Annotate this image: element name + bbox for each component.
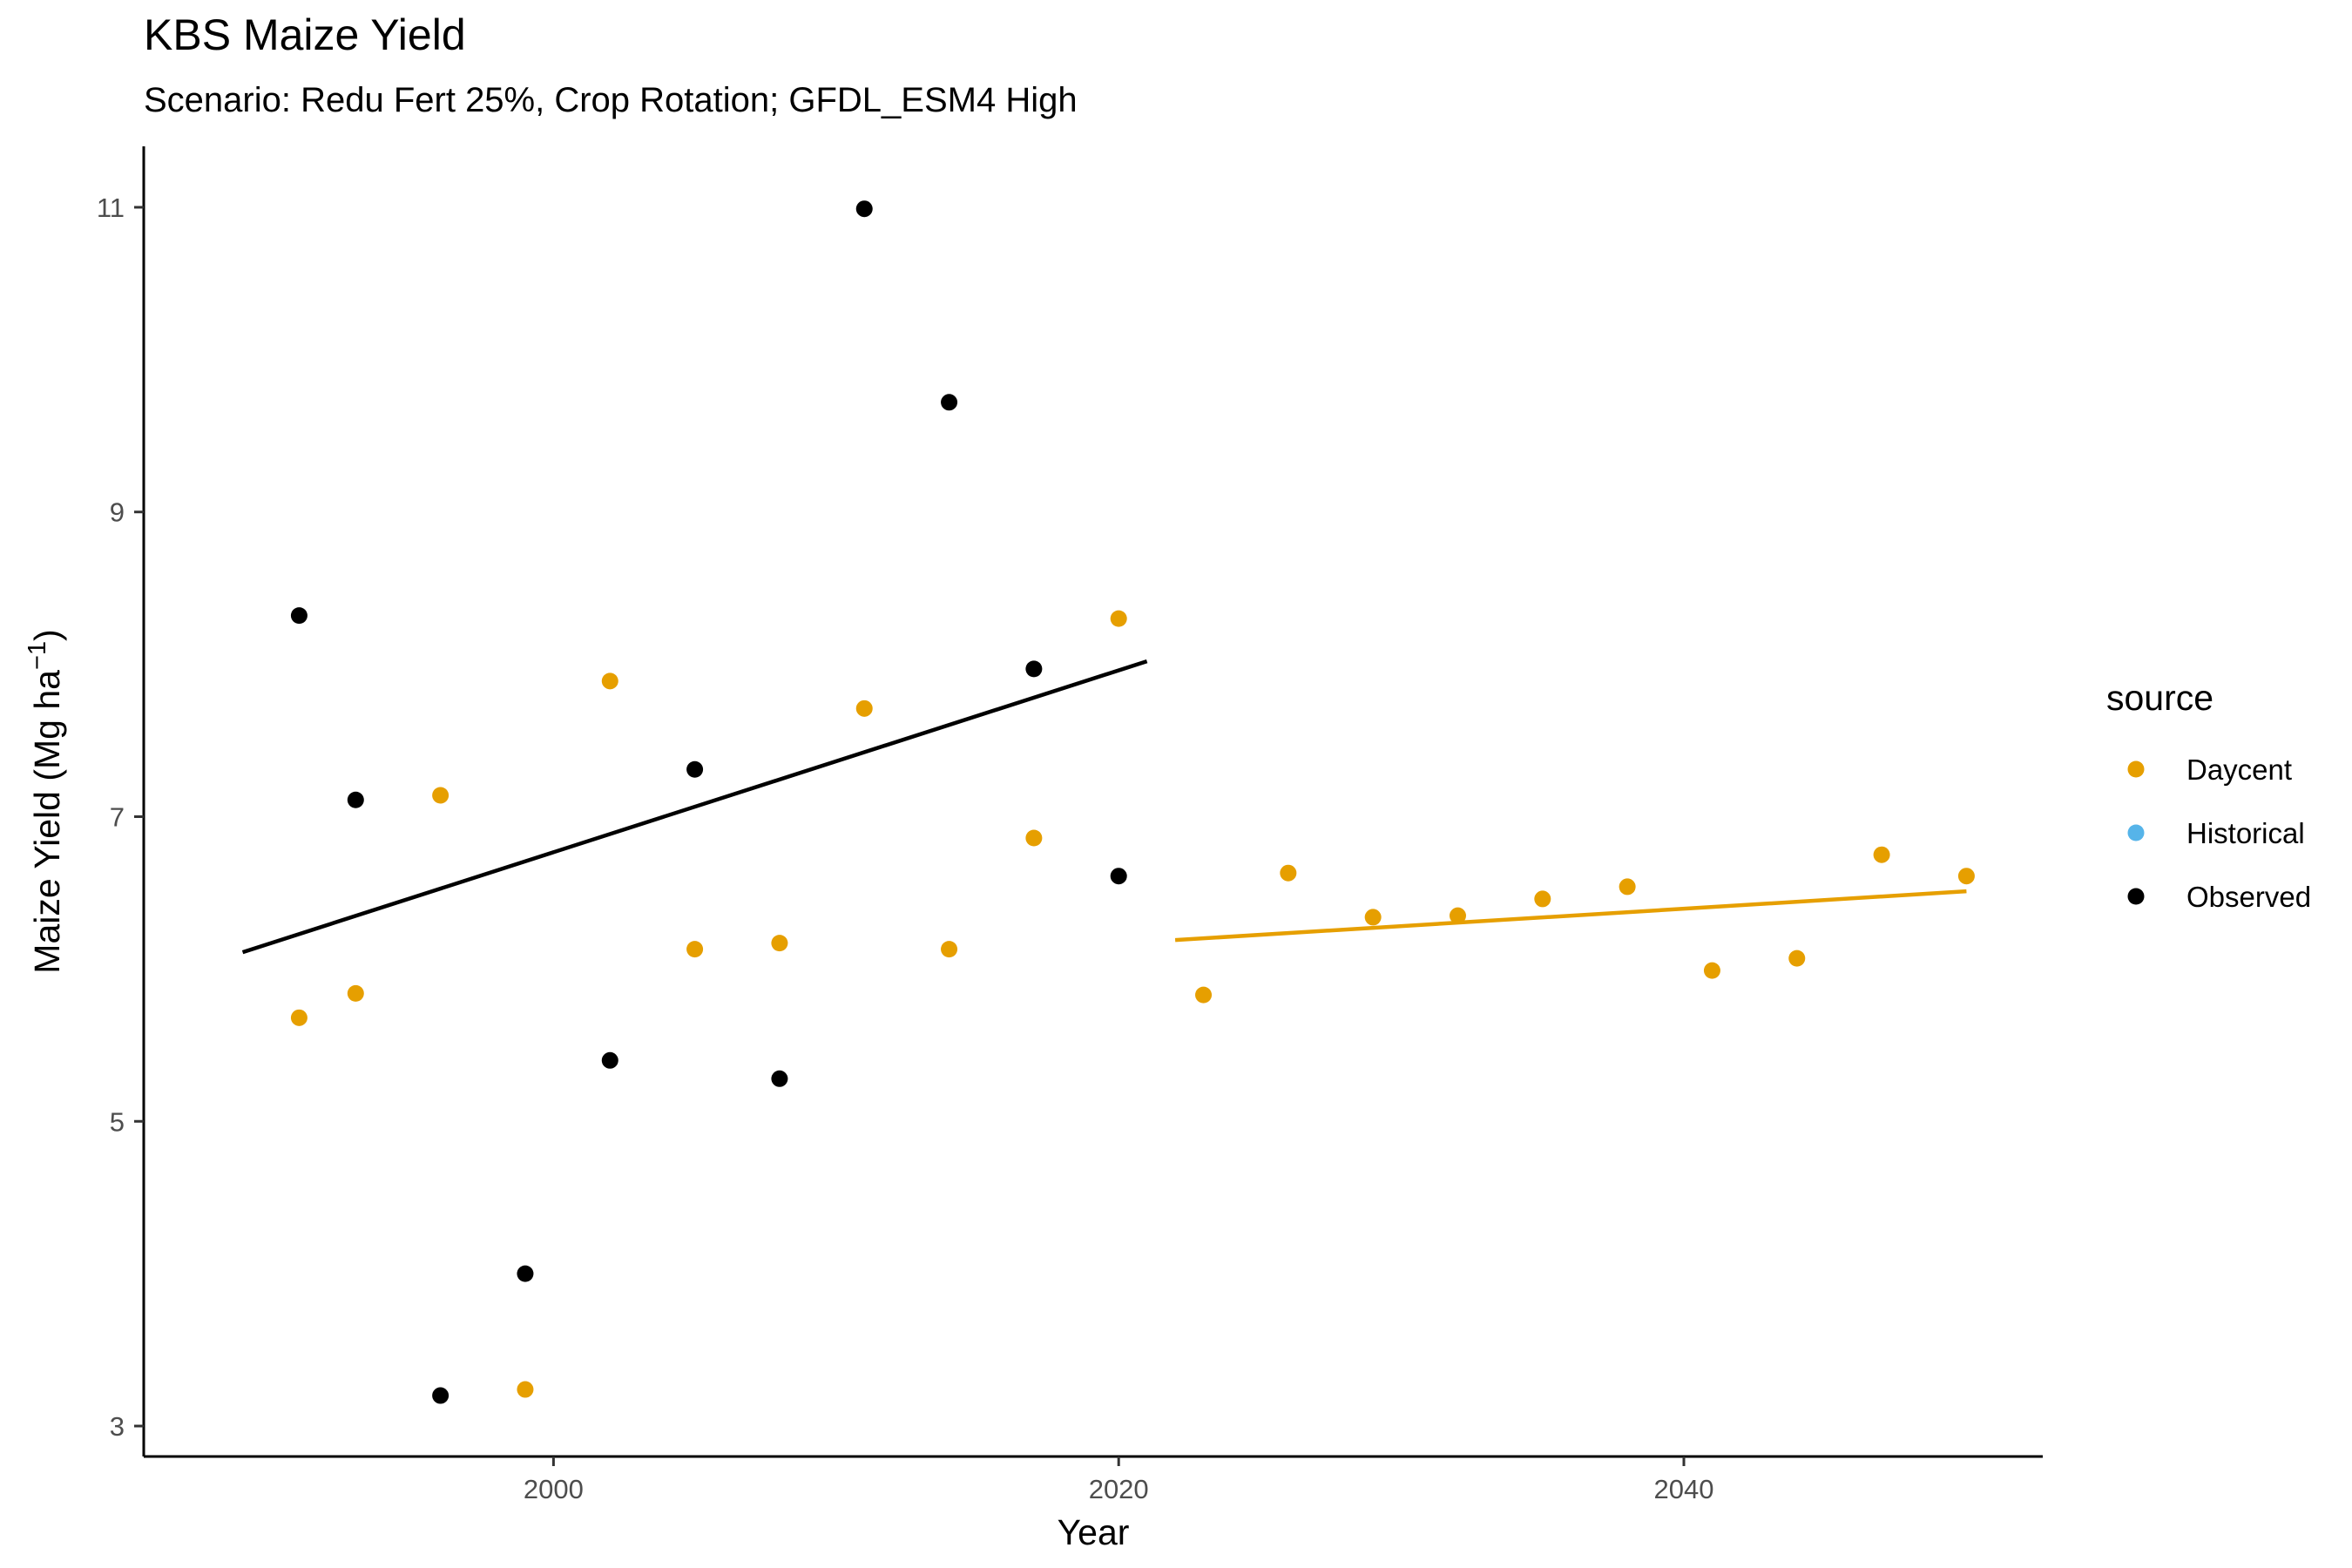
point-observed: [347, 791, 364, 808]
y-tick-label: 3: [110, 1411, 125, 1442]
trend-line-daycent: [1174, 889, 1967, 943]
point-observed: [290, 607, 308, 625]
y-axis-ticks: 3 5 7 9 11: [97, 193, 144, 1442]
point-observed: [686, 760, 704, 778]
point-daycent: [771, 935, 788, 952]
point-daycent: [1280, 864, 1297, 882]
point-daycent: [1788, 950, 1806, 967]
point-daycent: [1025, 829, 1043, 847]
point-daycent: [1110, 610, 1127, 627]
chart-title: KBS Maize Yield: [144, 10, 466, 59]
y-tick-label: 9: [110, 497, 125, 528]
point-daycent: [1534, 890, 1551, 908]
point-observed: [1110, 868, 1127, 885]
point-daycent: [1957, 868, 1975, 885]
point-observed: [601, 1051, 618, 1069]
legend-key-observed: [2127, 888, 2145, 905]
legend-key-historical: [2127, 824, 2145, 841]
y-axis-title-superscript: −1: [24, 641, 51, 670]
point-observed: [771, 1070, 788, 1087]
x-tick-label: 2000: [524, 1474, 584, 1504]
y-tick-label: 11: [97, 193, 125, 223]
legend-title: source: [2106, 678, 2213, 718]
y-tick-label: 7: [110, 801, 125, 832]
y-tick-label: 5: [110, 1106, 125, 1137]
point-observed: [1025, 660, 1043, 678]
legend-key-daycent: [2127, 760, 2145, 778]
x-tick-label: 2040: [1654, 1474, 1714, 1504]
legend-label-observed: Observed: [2186, 881, 2311, 913]
point-daycent: [1619, 878, 1636, 896]
x-tick-label: 2020: [1089, 1474, 1149, 1504]
y-axis-title-close: ): [27, 629, 67, 641]
point-daycent: [1449, 907, 1466, 924]
point-daycent: [1364, 909, 1382, 926]
point-daycent: [941, 941, 958, 958]
legend-label-daycent: Daycent: [2186, 754, 2292, 786]
point-daycent: [290, 1009, 308, 1026]
point-daycent: [1873, 846, 1890, 863]
point-observed: [432, 1387, 449, 1404]
trend-line-observed: [241, 659, 1148, 955]
point-daycent: [432, 787, 449, 804]
point-daycent: [855, 700, 873, 717]
point-daycent: [1703, 962, 1720, 979]
x-axis-ticks: 2000 2020 2040: [524, 1456, 1714, 1504]
x-axis-title: Year: [1058, 1512, 1130, 1552]
point-daycent: [347, 984, 364, 1002]
point-daycent: [517, 1381, 534, 1398]
chart-subtitle: Scenario: Redu Fert 25%, Crop Rotation; …: [144, 81, 1078, 119]
point-observed: [517, 1265, 534, 1282]
point-observed: [855, 200, 873, 218]
y-axis-title-main: Maize Yield (Mg ha: [27, 670, 67, 974]
point-observed: [941, 394, 958, 411]
point-daycent: [601, 672, 618, 690]
legend-label-historical: Historical: [2186, 817, 2305, 849]
point-daycent: [1195, 986, 1213, 1004]
y-axis-title: Maize Yield (Mg ha−1): [24, 629, 67, 973]
plot-area: [241, 200, 1975, 1404]
legend: source Daycent Historical Observed: [2106, 678, 2311, 913]
point-daycent: [686, 941, 704, 958]
